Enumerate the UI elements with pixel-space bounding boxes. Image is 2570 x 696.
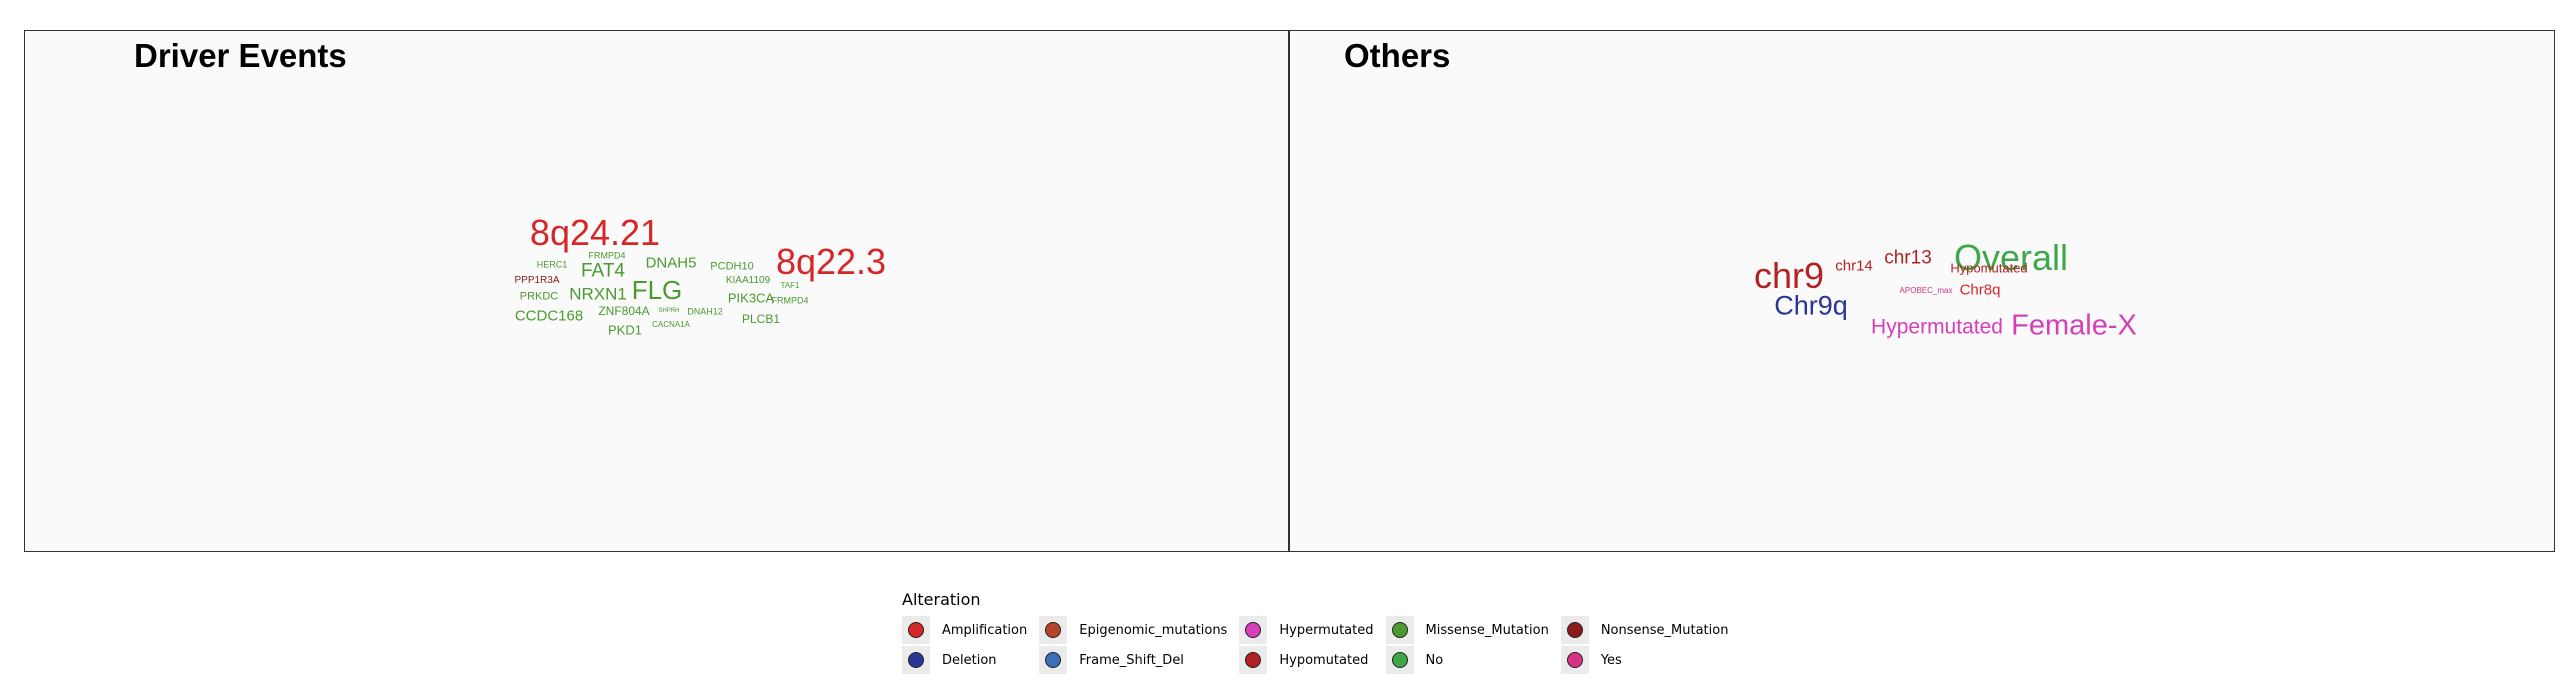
- legend-dot-icon: [1566, 652, 1583, 668]
- word-dnah12: DNAH12: [687, 306, 723, 317]
- legend-label: Frame_Shift_Del: [1079, 652, 1184, 668]
- legend-item: Hypomutated: [1239, 645, 1373, 675]
- alteration-legend: Alteration Amplification Deletion Epigenom…: [902, 590, 1728, 675]
- word-chr9q: Chr9q: [1774, 290, 1848, 321]
- word-8q24-21: 8q24.21: [529, 212, 661, 253]
- word-hypermutated: Hypermutated: [1871, 315, 2003, 339]
- legend-label: Yes: [1600, 652, 1622, 668]
- word-female-x: Female-X: [2011, 309, 2137, 342]
- legend-dot-icon: [908, 622, 924, 638]
- legend-key: [1560, 616, 1589, 644]
- legend-key: [902, 646, 930, 674]
- legend-item: Nonsense_Mutation: [1560, 615, 1729, 645]
- legend-label: Epigenomic_mutations: [1079, 622, 1228, 638]
- legend-key: [1560, 646, 1589, 674]
- legend-dot-icon: [908, 652, 924, 668]
- word-cacna1a: CACNA1A: [652, 320, 690, 329]
- legend-label: Nonsense_Mutation: [1600, 622, 1729, 638]
- legend-title: Alteration: [902, 590, 981, 609]
- driver-events-panel: Driver Events 8q24.21 8q22.3 FLG FAT4 NRXN1 D…: [24, 30, 1289, 552]
- word-chr14: chr14: [1835, 257, 1873, 275]
- legend-key: [1039, 616, 1068, 644]
- others-panel: Others Overall chr9 Female-X Chr9q Hypermuta…: [1289, 30, 2555, 552]
- word-chr13: chr13: [1884, 247, 1932, 269]
- word-8q22-3: 8q22.3: [775, 241, 887, 282]
- legend-item: Epigenomic_mutations: [1039, 615, 1227, 645]
- legend-item: Amplification: [902, 615, 1027, 645]
- legend-key: [1239, 646, 1268, 674]
- legend-label: Hypomutated: [1279, 652, 1369, 668]
- legend-dot-icon: [1245, 622, 1262, 638]
- word-taf1: TAF1: [780, 281, 800, 290]
- legend-label: Hypermutated: [1279, 622, 1374, 638]
- legend-dot-icon: [1566, 622, 1583, 638]
- word-ppp1r3a: PPP1R3A: [514, 275, 560, 286]
- driver-events-title: Driver Events: [134, 37, 347, 74]
- word-apobec-max: APOBEC_max: [1899, 286, 1953, 295]
- word-znf804a: ZNF804A: [598, 304, 650, 318]
- legend-key: [1385, 616, 1414, 644]
- legend-dot-icon: [1391, 652, 1408, 668]
- word-fat4: FAT4: [581, 260, 625, 282]
- word-herc1: HERC1: [536, 259, 568, 270]
- word-flg: FLG: [631, 275, 683, 305]
- others-title: Others: [1344, 37, 1451, 74]
- legend-item: Yes: [1560, 645, 1729, 675]
- word-hypomutated: Hypomutated: [1950, 260, 2028, 276]
- word-prkdc: PRKDC: [519, 290, 559, 303]
- legend-key: [1385, 646, 1414, 674]
- legend-label: No: [1425, 652, 1444, 668]
- word-pcdh10: PCDH10: [710, 260, 754, 273]
- legend-item: Frame_Shift_Del: [1039, 645, 1227, 675]
- legend-dot-icon: [1391, 622, 1408, 638]
- word-overall: Overall: [1953, 237, 2069, 278]
- word-chr9: chr9: [1753, 255, 1825, 296]
- word-frmpd4: FRMPD4: [588, 250, 626, 261]
- legend-label: Amplification: [942, 622, 1028, 638]
- word-chr8q: Chr8q: [1959, 281, 2001, 299]
- word-shprh: SHPRH: [658, 308, 680, 314]
- legend-item: Hypermutated: [1239, 615, 1374, 645]
- legend-key: [1239, 616, 1268, 644]
- word-nrxn1: NRXN1: [569, 284, 627, 304]
- word-ccdc168: CCDC168: [514, 307, 584, 325]
- legend-label: Deletion: [942, 652, 997, 668]
- word-plcb1: PLCB1: [741, 312, 781, 326]
- legend-item: Deletion: [902, 645, 1027, 675]
- word-kiaa1109: KIAA1109: [725, 275, 771, 286]
- word-frmpd4: FRMPD4: [771, 295, 809, 306]
- legend-item: No: [1385, 645, 1549, 675]
- legend-dot-icon: [1045, 652, 1062, 668]
- word-pik3ca: PIK3CA: [727, 290, 775, 306]
- legend-key: [902, 616, 930, 644]
- legend-key: [1039, 646, 1068, 674]
- legend-label: Missense_Mutation: [1425, 622, 1549, 638]
- legend-item: Missense_Mutation: [1385, 615, 1549, 645]
- word-dnah5: DNAH5: [645, 254, 697, 272]
- word-pkd1: PKD1: [608, 322, 642, 338]
- legend-dot-icon: [1045, 622, 1062, 638]
- legend-dot-icon: [1245, 652, 1262, 668]
- legend-items: Amplification Deletion Epigenomic_mutation…: [902, 615, 1728, 675]
